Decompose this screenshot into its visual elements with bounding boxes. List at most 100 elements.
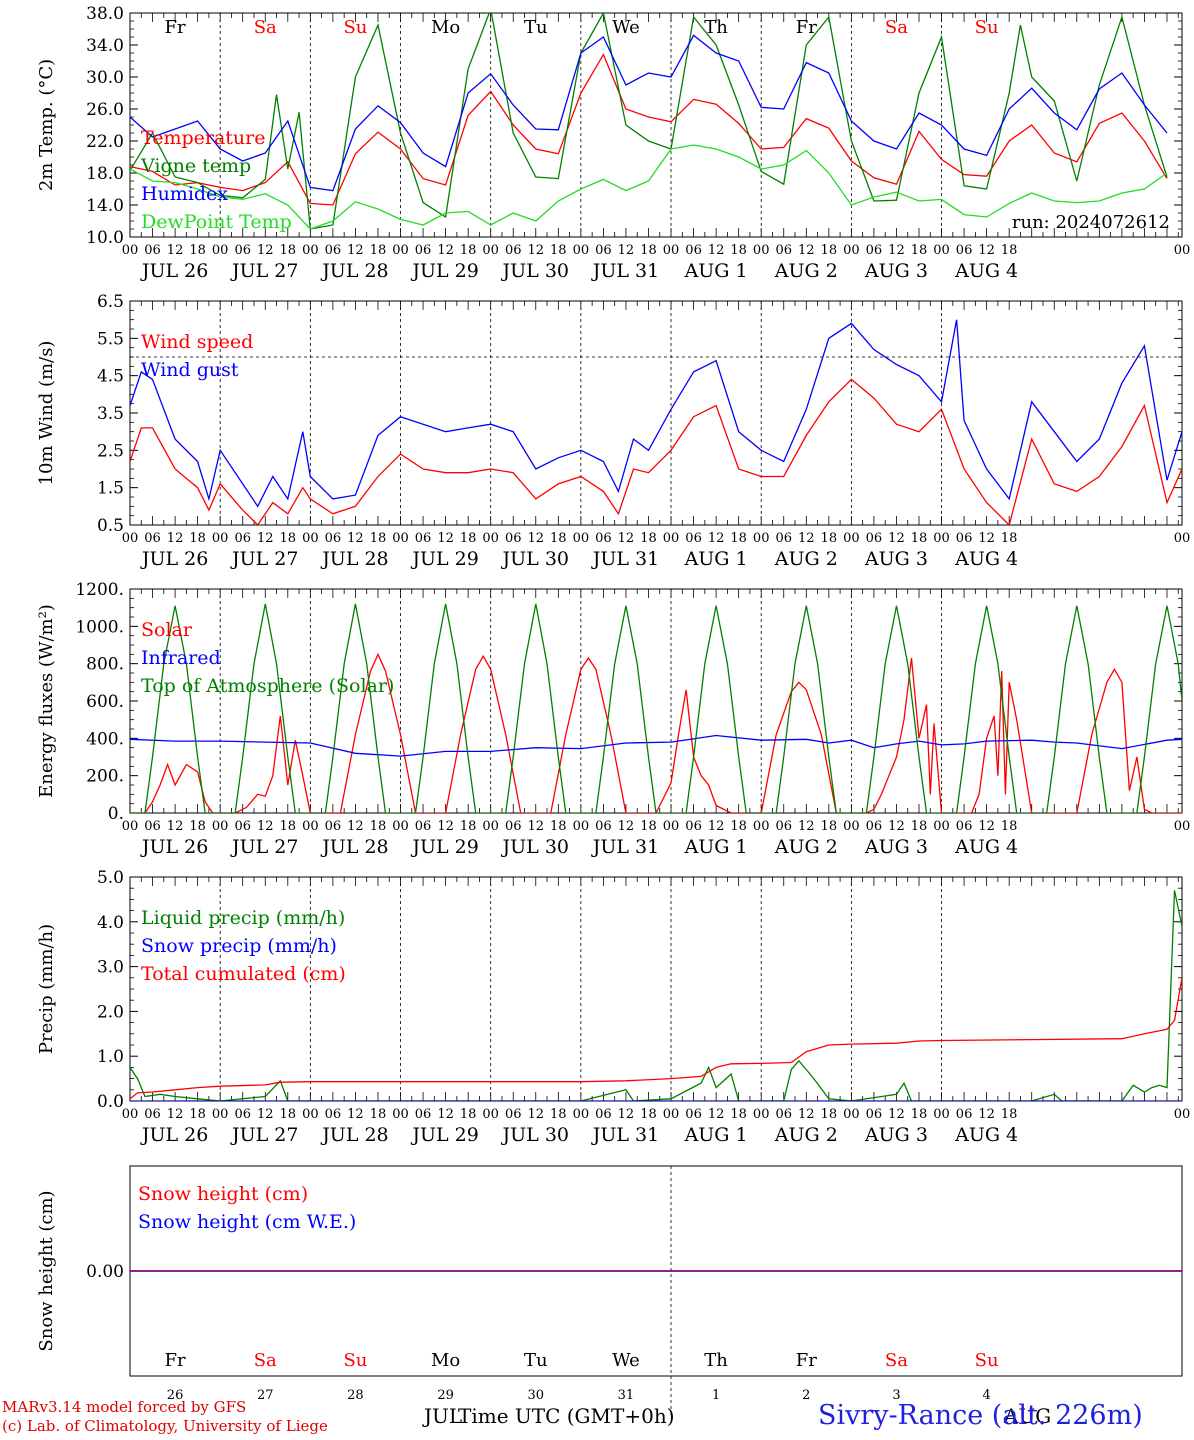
hour-tick-label: 00 [843,531,860,546]
y-tick-label: 34.0 [86,36,124,56]
date-label: AUG 1 [684,548,748,570]
y-tick-label: 0.5 [97,516,124,536]
hour-tick-label: 12 [978,1107,995,1122]
credit-line-1: MARv3.14 model forced by GFS [2,1398,247,1416]
hour-tick-label: 18 [189,819,206,834]
hour-tick-label: 12 [527,1107,544,1122]
hour-tick-label: 18 [911,243,928,258]
hour-tick-label: 00 [302,1107,319,1122]
hour-tick-label: 06 [685,531,702,546]
legend-entry: Liquid precip (mm/h) [141,907,345,929]
series-line-liquid-precip-mm-h- [130,890,1182,1101]
date-label: JUL 26 [140,548,208,570]
date-label: AUG 2 [774,260,838,282]
date-label: JUL 30 [501,1124,569,1146]
weekday-label: Tu [524,17,548,38]
y-tick-label: 1.0 [97,1047,124,1067]
hour-tick-label: 00 [122,819,139,834]
series-line-wind-gust [130,319,1182,508]
hour-tick-label: 12 [257,531,274,546]
y-tick-label: 2.5 [97,441,124,461]
series-line-humidex [130,34,1168,192]
hour-tick-label: 06 [144,531,161,546]
hour-tick-label: 12 [527,531,544,546]
y-tick-label: 22.0 [86,132,124,152]
hour-tick-label: 00 [212,531,229,546]
hour-tick-label: 12 [888,243,905,258]
hour-tick-label: 18 [730,819,747,834]
hour-tick-label: 06 [325,1107,342,1122]
hour-tick-label: 00 [843,1107,860,1122]
date-label: AUG 3 [864,1124,928,1146]
y-tick-label: 1.5 [97,479,124,499]
date-label: JUL 26 [140,836,208,858]
date-label: AUG 3 [864,260,928,282]
y-axis-label: Precip (mm/h) [36,924,57,1054]
hour-tick-label: 12 [437,243,454,258]
hour-tick-label: 12 [167,1107,184,1122]
hour-tick-label: 18 [730,243,747,258]
y-tick-label: 800. [86,655,124,675]
hour-tick-label: 00 [573,531,590,546]
y-tick-label: 3.0 [97,958,124,978]
legend-entry: Total cumulated (cm) [141,963,346,985]
hour-tick-label: 18 [821,1107,838,1122]
y-tick-label: 3.5 [97,404,124,424]
y-tick-label: 600. [86,692,124,712]
hour-tick-label: 00 [573,1107,590,1122]
weekday-label: Th [704,17,728,38]
x-axis-title: Time UTC (GMT+0h) [458,1404,675,1428]
legend-entry: Top of Atmosphere (Solar) [141,675,394,697]
hour-tick-label: 06 [775,531,792,546]
hour-tick-label: 18 [280,819,297,834]
y-tick-label: 14.0 [86,196,124,216]
date-label: JUL 30 [501,260,569,282]
date-label: JUL 27 [230,548,298,570]
day-number-label: 29 [437,1388,454,1403]
station-name: Sivry-Rance (alt. 226m) [818,1400,1143,1431]
date-label: JUL 28 [320,548,388,570]
y-tick-label: 4.5 [97,367,124,387]
series-line-dewpoint-temp [130,144,1168,230]
hour-tick-label: 12 [978,243,995,258]
hour-tick-label: 00 [933,243,950,258]
credit-text: MARv3.14 model forced by GFS (c) Lab. of… [2,1398,328,1436]
hour-tick-label: 00 [122,531,139,546]
hour-tick-label: 06 [866,243,883,258]
hour-tick-label: 00 [843,819,860,834]
y-tick-label: 0.00 [86,1262,124,1282]
hour-tick-label: 06 [595,531,612,546]
date-label: AUG 4 [954,260,1018,282]
hour-tick-label: 12 [618,243,635,258]
hour-tick-label: 06 [595,243,612,258]
series-line-vigne-temp [130,13,1168,230]
hour-tick-label: 18 [1001,819,1018,834]
hour-tick-label: 12 [527,243,544,258]
hour-tick-label: 18 [640,531,657,546]
legend-entry: Temperature [141,127,265,149]
date-label: JUL 27 [230,836,298,858]
date-label: AUG 3 [864,548,928,570]
hour-tick-label: 06 [325,531,342,546]
weekday-label: Su [343,17,367,38]
hour-tick-label: 06 [325,243,342,258]
hour-tick-label: 12 [437,819,454,834]
hour-tick-label: 18 [370,531,387,546]
hour-tick-label: 06 [415,819,432,834]
hour-tick-label: 18 [1001,531,1018,546]
y-axis-label: Energy fluxes (W/m²) [36,604,57,798]
panel-5 [129,1165,1183,1416]
day-number-label: 26 [167,1388,184,1403]
hour-tick-label: 06 [866,1107,883,1122]
hour-tick-label: 12 [347,819,364,834]
hour-tick-label: 12 [618,1107,635,1122]
weekday-label: Su [343,1350,367,1371]
weekday-label: Fr [165,1350,186,1371]
date-label: AUG 4 [954,548,1018,570]
hour-tick-label: 18 [640,1107,657,1122]
hour-tick-label: 06 [505,531,522,546]
legend-entry: Wind gust [141,359,239,381]
series-line-top-of-atmosphere-solar- [130,603,1182,813]
date-label: AUG 1 [684,836,748,858]
hour-tick-label: 12 [888,819,905,834]
